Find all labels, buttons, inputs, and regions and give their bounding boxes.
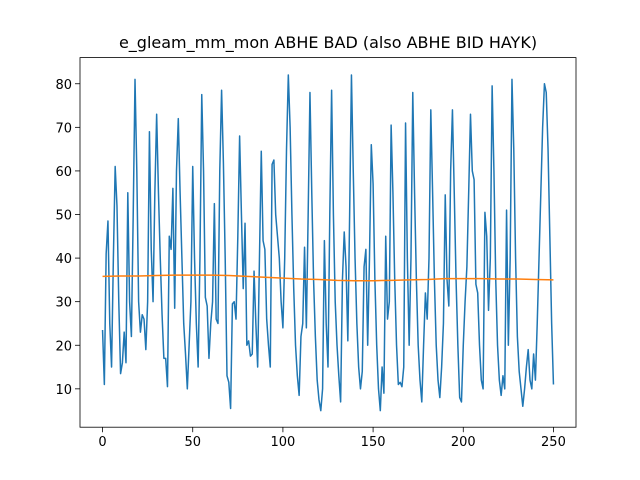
y-tick-label: 30	[55, 296, 72, 311]
line-series	[102, 274, 554, 282]
x-tick-label: 100	[270, 435, 295, 450]
x-tick-label: 50	[184, 435, 201, 450]
y-tick-label: 10	[55, 383, 72, 398]
y-tick-label: 50	[55, 209, 72, 224]
chart-title: e_gleam_mm_mon ABHE BAD (also ABHE BID H…	[119, 33, 537, 53]
y-tick-label: 20	[55, 339, 72, 354]
x-tick-label: 200	[451, 435, 476, 450]
line-series	[101, 74, 555, 412]
axes-frame	[79, 57, 577, 428]
x-tick-label: 150	[361, 435, 386, 450]
plot-area: 0 50 100 150 200 250 10 20 30 40 50 60 70 80	[55, 57, 577, 450]
x-tick-label: 0	[98, 435, 106, 450]
x-tick-label: 250	[541, 435, 566, 450]
y-tick-label: 70	[55, 121, 72, 136]
y-tick-label: 80	[55, 78, 72, 93]
y-tick-label: 60	[55, 165, 72, 180]
y-tick-label: 40	[55, 252, 72, 267]
